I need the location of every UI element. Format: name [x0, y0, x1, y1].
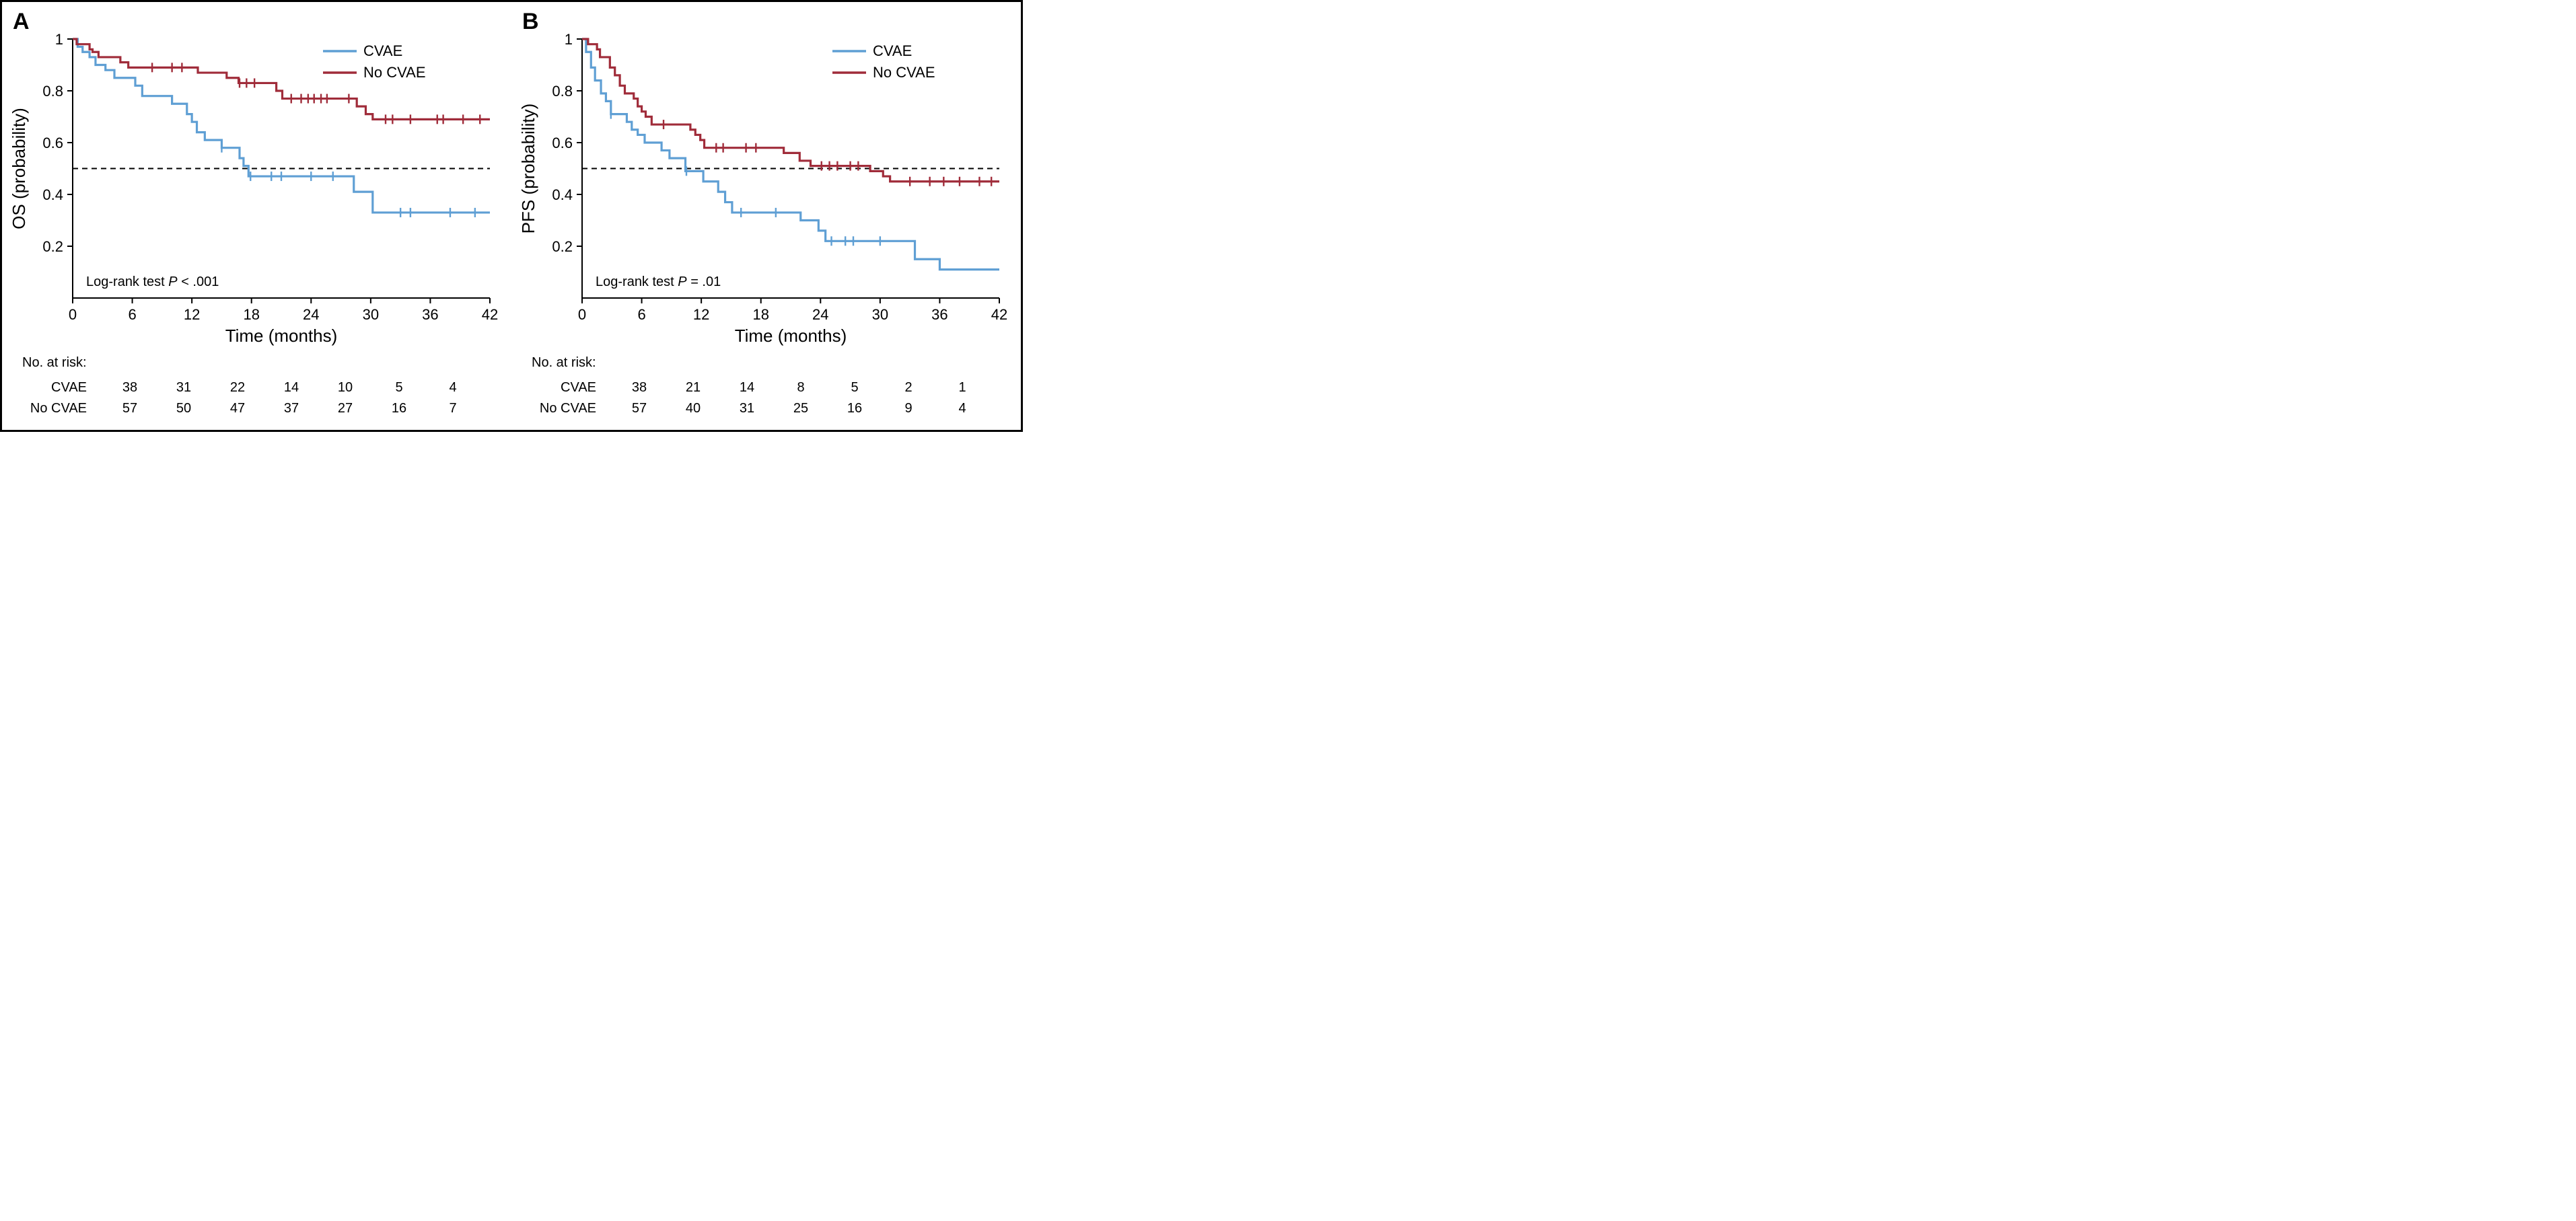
- svg-text:12: 12: [184, 306, 200, 323]
- svg-text:0.4: 0.4: [552, 186, 573, 203]
- svg-text:24: 24: [303, 306, 319, 323]
- svg-text:36: 36: [931, 306, 947, 323]
- risk-cell: 1: [935, 380, 989, 396]
- risk-cell: 57: [612, 401, 666, 416]
- svg-text:18: 18: [752, 306, 768, 323]
- risk-cell: 21: [666, 380, 720, 396]
- svg-text:Time (months): Time (months): [225, 326, 338, 346]
- svg-text:30: 30: [363, 306, 379, 323]
- risk-cell: 5: [828, 380, 882, 396]
- risk-cell: 31: [720, 401, 774, 416]
- risk-cell: 57: [103, 401, 157, 416]
- svg-text:1: 1: [55, 32, 63, 48]
- risk-cell: 14: [264, 380, 318, 396]
- svg-text:PFS (probability): PFS (probability): [518, 104, 538, 234]
- svg-text:0.4: 0.4: [42, 186, 63, 203]
- svg-text:36: 36: [422, 306, 438, 323]
- svg-text:0.6: 0.6: [552, 135, 573, 151]
- risk-cell: 25: [774, 401, 828, 416]
- svg-text:0.6: 0.6: [42, 135, 63, 151]
- panel-a-risk-table: No. at risk: CVAE383122141054 No CVAE57504…: [22, 355, 505, 416]
- svg-text:0: 0: [578, 306, 586, 323]
- svg-text:0.8: 0.8: [552, 83, 573, 100]
- risk-cell: 2: [882, 380, 935, 396]
- risk-cell: 16: [828, 401, 882, 416]
- risk-cell: 5: [372, 380, 426, 396]
- risk-cell: 10: [318, 380, 372, 396]
- svg-text:12: 12: [693, 306, 709, 323]
- risk-cell: 8: [774, 380, 828, 396]
- svg-text:18: 18: [243, 306, 259, 323]
- panel-b: B 06121824303642Time (months)0.20.40.60.…: [518, 9, 1014, 416]
- risk-cell: 9: [882, 401, 935, 416]
- svg-text:42: 42: [991, 306, 1007, 323]
- svg-text:Log-rank test P = .01: Log-rank test P = .01: [596, 274, 721, 289]
- risk-cell: 38: [612, 380, 666, 396]
- svg-text:No CVAE: No CVAE: [873, 64, 935, 81]
- svg-text:0.8: 0.8: [42, 83, 63, 100]
- risk-row-label: No CVAE: [532, 401, 612, 416]
- figure-container: A 06121824303642Time (months)0.20.40.60.…: [0, 0, 1023, 432]
- risk-cell: 50: [157, 401, 211, 416]
- risk-cell: 14: [720, 380, 774, 396]
- panel-b-risk-table: No. at risk:CVAE3821148521No CVAE5740312…: [532, 355, 1014, 416]
- risk-cell: 22: [211, 380, 264, 396]
- risk-cell: 7: [426, 401, 480, 416]
- risk-cell: 27: [318, 401, 372, 416]
- svg-text:No CVAE: No CVAE: [363, 64, 426, 81]
- svg-text:0: 0: [69, 306, 77, 323]
- panel-a: A 0 6 12 18 24 30 36 42 Time (months) 0.2 0.4 0.6 0.…: [9, 9, 505, 416]
- panel-a-plot: 0 6 12 18 24 30 36 42 Time (months) 0.2 0.4 0.6 0.8 1…: [9, 32, 505, 348]
- svg-text:6: 6: [637, 306, 645, 323]
- risk-row-label: CVAE: [532, 380, 612, 396]
- panel-b-label: B: [522, 9, 1014, 35]
- risk-cell: 31: [157, 380, 211, 396]
- panel-b-plot: 0 6 12 18 24 30 36 42 Time (months) 0.2 0.4 0.6 0.8 1…: [518, 32, 1014, 348]
- risk-cell: 47: [211, 401, 264, 416]
- risk-cell: 38: [103, 380, 157, 396]
- risk-cell: 40: [666, 401, 720, 416]
- svg-text:Time (months): Time (months): [735, 326, 847, 346]
- svg-text:OS (probability): OS (probability): [9, 108, 29, 229]
- svg-text:1: 1: [565, 32, 573, 48]
- risk-row-label: No CVAE: [22, 401, 103, 416]
- risk-table-header: No. at risk:: [22, 355, 480, 371]
- svg-text:30: 30: [872, 306, 888, 323]
- risk-row-label: CVAE: [22, 380, 103, 396]
- svg-text:CVAE: CVAE: [363, 42, 402, 59]
- svg-text:0.2: 0.2: [552, 238, 573, 255]
- risk-cell: 37: [264, 401, 318, 416]
- risk-table-header: No. at risk:: [532, 355, 989, 371]
- svg-text:0.2: 0.2: [42, 238, 63, 255]
- svg-text:CVAE: CVAE: [873, 42, 912, 59]
- risk-cell: 16: [372, 401, 426, 416]
- risk-cell: 4: [426, 380, 480, 396]
- svg-text:42: 42: [482, 306, 498, 323]
- svg-text:6: 6: [128, 306, 136, 323]
- svg-text:24: 24: [812, 306, 828, 323]
- svg-text:Log-rank test P < .001: Log-rank test P < .001: [86, 274, 219, 289]
- panel-a-label: A: [13, 9, 505, 35]
- risk-cell: 4: [935, 401, 989, 416]
